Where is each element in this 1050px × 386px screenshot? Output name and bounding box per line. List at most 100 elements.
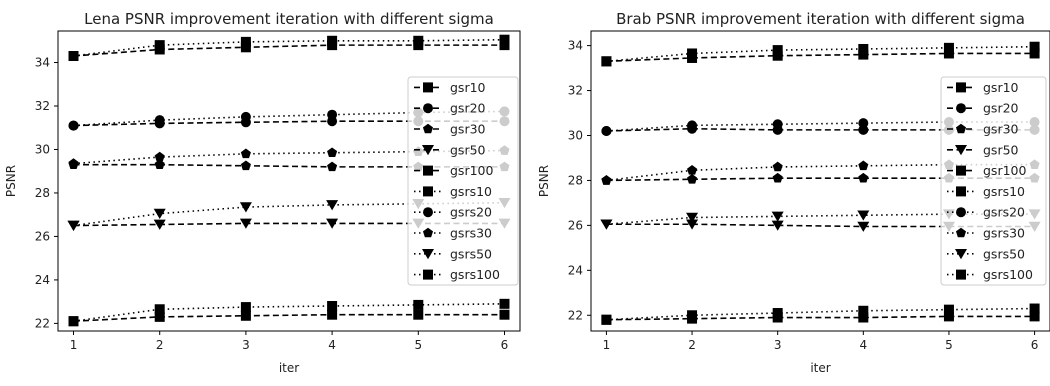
data-point — [772, 308, 783, 319]
legend-label: gsr20 — [983, 101, 1019, 116]
legend-marker — [956, 207, 966, 218]
x-axis-label: iter — [810, 361, 830, 375]
data-point — [857, 221, 870, 232]
legend-label: gsrs100 — [450, 267, 500, 282]
legend-item-gsrs20: gsrs20 — [947, 205, 1025, 220]
y-axis-label: PSNR — [537, 165, 551, 197]
series-gsrs10 — [68, 34, 510, 61]
series-line — [73, 313, 505, 323]
y-tick-label: 26 — [568, 218, 583, 232]
y-tick-label: 28 — [568, 173, 583, 187]
legend-item-gsr100: gsr100 — [414, 163, 493, 178]
legend-marker — [423, 103, 433, 114]
legend-marker — [956, 269, 966, 280]
legend-marker — [423, 165, 433, 176]
data-point — [240, 302, 251, 313]
legend-label: gsr20 — [450, 101, 486, 116]
legend-item-gsr20: gsr20 — [947, 101, 1019, 116]
data-point — [327, 161, 338, 172]
data-point — [499, 309, 510, 320]
series-gsr10 — [68, 40, 510, 61]
legend-item-gsrs100: gsrs100 — [414, 267, 500, 282]
series-gsrs100 — [601, 303, 1040, 325]
data-point — [240, 310, 251, 321]
data-point — [772, 161, 783, 172]
data-point — [413, 299, 424, 310]
data-point — [601, 314, 612, 325]
data-point — [326, 218, 339, 229]
x-tick-label: 5 — [945, 338, 953, 352]
data-point — [153, 219, 166, 230]
data-point — [600, 219, 613, 230]
y-tick-label: 24 — [568, 263, 583, 277]
data-point — [413, 35, 424, 46]
legend-marker — [956, 103, 966, 114]
series-line — [73, 163, 505, 168]
series-line — [73, 44, 505, 57]
data-point — [154, 115, 165, 126]
data-point — [68, 51, 79, 61]
data-point — [68, 316, 79, 327]
data-point — [858, 160, 869, 171]
legend-label: gsr10 — [983, 80, 1019, 95]
legend-marker — [422, 249, 434, 260]
series-line — [73, 222, 505, 227]
legend-label: gsr30 — [983, 122, 1019, 137]
legend-marker — [955, 123, 967, 134]
legend-item-gsr50: gsr50 — [414, 142, 486, 157]
legend-label: gsrs10 — [450, 184, 492, 199]
legend: gsr10 gsr20 gsr30 gsr50 gsr100 gsrs10 gsrs20 gs… — [940, 76, 1047, 286]
data-point — [68, 158, 79, 168]
legend-marker — [422, 123, 434, 134]
data-point — [239, 202, 252, 213]
series-line — [73, 120, 505, 127]
plot-frame — [590, 30, 1050, 332]
legend-item-gsr50: gsr50 — [947, 142, 1019, 157]
legend-marker — [422, 145, 434, 156]
legend-item-gsr30: gsr30 — [414, 122, 486, 137]
data-point — [326, 200, 339, 211]
data-point — [772, 45, 783, 56]
series-line — [73, 303, 505, 323]
y-tick-label: 32 — [35, 99, 50, 113]
legend-marker — [955, 249, 967, 260]
data-point — [68, 120, 79, 131]
y-tick-label: 34 — [568, 39, 583, 53]
legend-label: gsrs30 — [983, 226, 1025, 241]
legend-marker — [423, 269, 433, 280]
y-tick-label: 24 — [35, 273, 50, 287]
x-tick-label: 2 — [156, 338, 164, 352]
legend-marker — [423, 207, 433, 218]
legend-label: gsrs100 — [983, 267, 1033, 282]
data-point — [240, 148, 251, 159]
legend-marker — [423, 82, 433, 93]
data-point — [772, 119, 783, 130]
data-point — [240, 36, 251, 47]
y-axis-label: PSNR — [4, 165, 18, 197]
data-point — [1029, 41, 1040, 52]
data-point — [154, 159, 165, 169]
data-point — [154, 40, 165, 51]
legend-label: gsrs50 — [983, 246, 1025, 261]
legend-item-gsr10: gsr10 — [414, 80, 486, 95]
legend-item-gsr10: gsr10 — [947, 80, 1019, 95]
series-line — [606, 52, 1035, 63]
x-tick-label: 6 — [501, 338, 509, 352]
y-tick-label: 34 — [35, 56, 50, 70]
legend-item-gsrs10: gsrs10 — [947, 184, 1025, 199]
data-point — [601, 126, 612, 136]
legend-item-gsrs20: gsrs20 — [414, 205, 492, 220]
x-tick-label: 4 — [859, 338, 867, 352]
data-point — [154, 304, 165, 315]
data-point — [858, 305, 869, 316]
data-point — [327, 301, 338, 311]
legend-marker — [955, 227, 967, 238]
legend-item-gsrs10: gsrs10 — [414, 184, 492, 199]
data-point — [153, 208, 166, 220]
legend-label: gsrs50 — [450, 246, 492, 261]
series-line — [73, 110, 505, 127]
data-point — [499, 298, 510, 309]
data-point — [327, 109, 338, 120]
